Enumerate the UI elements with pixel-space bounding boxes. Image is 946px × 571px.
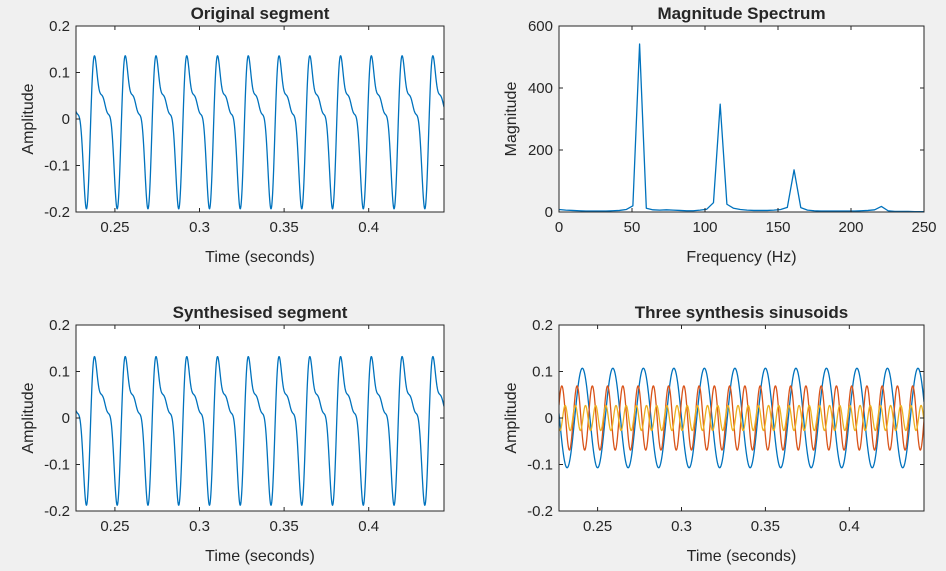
y-tick-label: 0.1 [49,65,70,82]
x-tick-label: 150 [765,219,790,236]
series-group [76,55,444,210]
x-tick-label: 0.3 [671,518,692,535]
y-tick-label: 0 [62,410,70,427]
x-tick-label: 50 [624,219,641,236]
x-tick-label: 0.25 [100,219,129,236]
x-tick-label: 0.25 [583,518,612,535]
y-axis-label: Amplitude [20,382,37,453]
x-tick-label: 250 [911,219,936,236]
x-tick-label: 0.4 [839,518,860,535]
chart-title: Original segment [191,4,330,23]
x-axis-label: Time (seconds) [205,548,315,565]
x-tick-label: 0.35 [270,518,299,535]
axes-sinusoids: 0.25 0.3 0.35 0.4 -0.2 -0.1 0 0.1 0.2 Three synth… [503,303,925,565]
chart-title: Magnitude Spectrum [657,4,825,23]
y-axis-label: Amplitude [20,83,37,154]
y-axis-label: Magnitude [503,82,520,157]
y-tick-label: 0.1 [532,364,553,381]
y-tick-label: 0 [545,410,553,427]
y-tick-label: 0.2 [532,317,553,334]
plot-area [76,26,444,212]
y-tick-label: 0 [62,111,70,128]
axes-synth: 0.25 0.3 0.35 0.4 -0.2 -0.1 0 0.1 0.2 Synthesised… [20,303,445,565]
x-tick-label: 200 [838,219,863,236]
x-axis-label: Frequency (Hz) [686,249,796,266]
x-tick-label: 100 [692,219,717,236]
x-tick-label: 0 [555,219,563,236]
y-tick-label: -0.1 [44,457,70,474]
plot-area [76,325,444,511]
y-tick-label: 200 [528,142,553,159]
y-tick-label: -0.1 [44,158,70,175]
x-tick-label: 0.25 [100,518,129,535]
y-tick-label: 0.1 [49,364,70,381]
axes-original: 0.25 0.3 0.35 0.4 -0.2 -0.1 0 0.1 0.2 Original se… [20,4,445,266]
axes-spectrum: 0 50 100 150 200 250 0 200 400 600 Magnitude Spect… [503,4,937,266]
series-line-1 [76,355,444,506]
chart-title: Three synthesis sinusoids [635,303,849,322]
x-tick-label: 0.3 [189,518,210,535]
y-tick-label: 0.2 [49,18,70,35]
x-tick-label: 0.3 [189,219,210,236]
series-line-1 [559,43,924,212]
y-axis-label: Amplitude [503,382,520,453]
series-group [76,355,444,506]
x-tick-label: 0.4 [358,518,379,535]
x-axis-label: Time (seconds) [205,249,315,266]
series-line-3 [559,404,924,432]
y-tick-label: -0.2 [44,204,70,221]
x-tick-label: 0.4 [358,219,379,236]
axes-box [558,25,925,213]
y-tick-label: 0 [545,204,553,221]
x-tick-label: 0.35 [270,219,299,236]
y-tick-label: -0.2 [527,503,553,520]
plot-area [559,26,924,212]
y-tick-label: -0.1 [527,457,553,474]
y-tick-label: 600 [528,18,553,35]
y-tick-label: -0.2 [44,503,70,520]
series-group [559,43,924,212]
series-group [559,367,924,469]
y-tick-label: 0.2 [49,317,70,334]
series-line-1 [76,55,444,210]
x-axis-label: Time (seconds) [687,548,797,565]
x-tick-label: 0.35 [751,518,780,535]
y-tick-label: 400 [528,80,553,97]
chart-title: Synthesised segment [173,303,348,322]
